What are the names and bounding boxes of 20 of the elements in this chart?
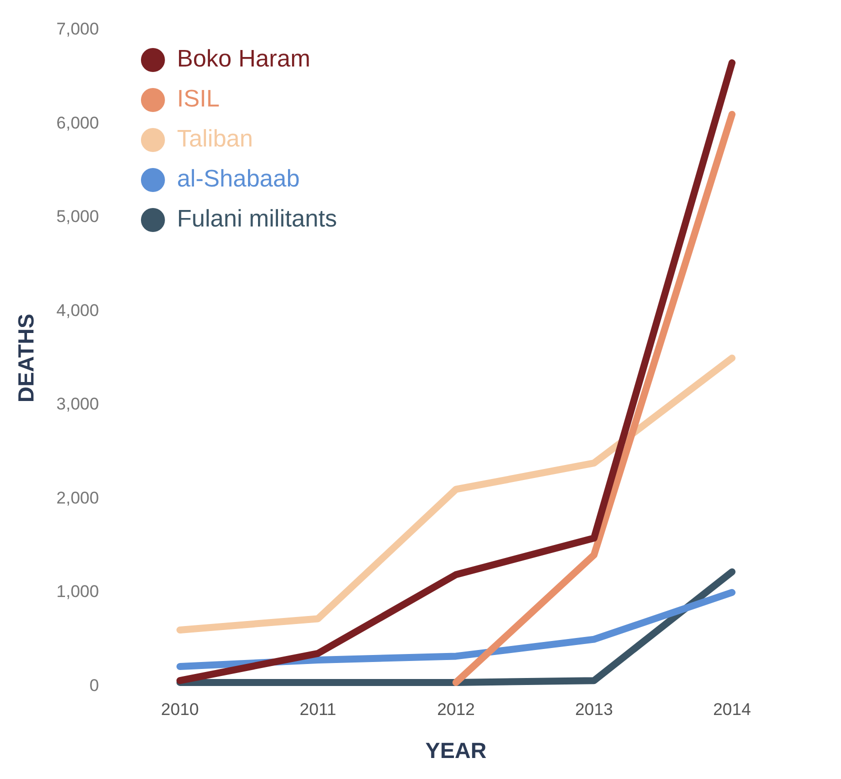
x-tick-label: 2014 [713,700,751,720]
y-tick-label: 5,000 [56,207,99,226]
y-tick-label: 1,000 [56,582,99,602]
y-axis-title: DEATHS [13,314,38,403]
x-tick-label: 2013 [575,700,613,720]
x-tick-label: 2012 [437,700,475,720]
y-tick-label: 7,000 [56,20,99,39]
y-tick-label: 6,000 [56,113,99,132]
y-tick-label: 3,000 [56,394,99,414]
legend-label: ISIL [176,86,220,113]
legend-label: al-Shabaab [176,166,300,193]
y-tick-label: 0 [89,676,99,695]
legend-label: Taliban [176,126,254,153]
x-tick-label: 2010 [161,700,199,720]
y-tick-label: 2,000 [56,488,99,508]
x-axis-title: YEAR [425,738,487,763]
legend-label: Fulani militants [176,206,338,233]
legend-label: Boko Haram [176,46,310,73]
y-tick-label: 4,000 [56,300,99,320]
x-tick-label: 2011 [300,700,336,720]
